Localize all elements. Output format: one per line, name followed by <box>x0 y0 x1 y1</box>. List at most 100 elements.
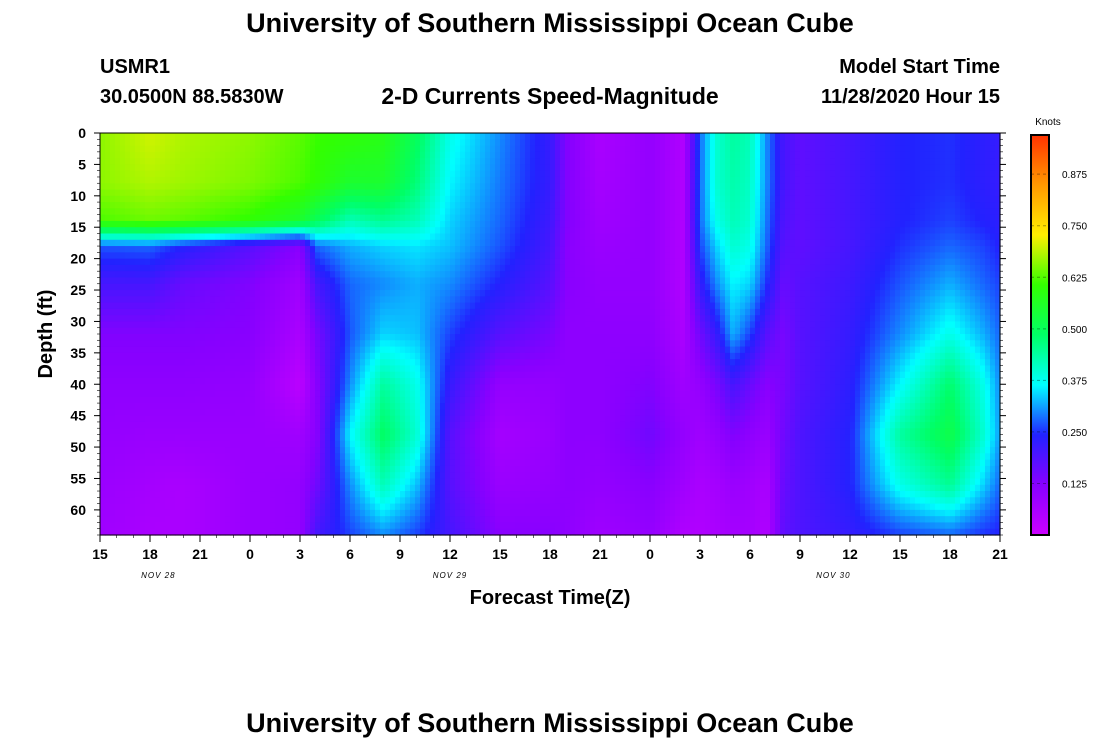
heatmap-cell <box>375 227 381 235</box>
heatmap-cell <box>485 440 491 448</box>
heatmap-cell <box>140 509 146 517</box>
heatmap-cell <box>200 447 206 454</box>
heatmap-cell <box>460 365 466 373</box>
heatmap-cell <box>160 503 166 511</box>
heatmap-cell <box>400 246 406 253</box>
heatmap-cell <box>400 202 406 209</box>
heatmap-cell <box>385 202 391 209</box>
heatmap-cell <box>215 503 221 511</box>
heatmap-cell <box>105 371 111 379</box>
heatmap-cell <box>430 503 436 511</box>
heatmap-cell <box>480 195 486 203</box>
heatmap-cell <box>485 277 491 285</box>
heatmap-cell <box>205 359 211 367</box>
heatmap-cell <box>330 478 336 486</box>
heatmap-cell <box>260 164 266 172</box>
heatmap-cell <box>150 214 156 222</box>
heatmap-cell <box>265 465 271 473</box>
heatmap-cell <box>195 421 201 429</box>
heatmap-cell <box>475 352 481 360</box>
heatmap-cell <box>310 459 316 467</box>
heatmap-cell <box>115 321 121 329</box>
heatmap-cell <box>425 214 431 222</box>
heatmap-cell <box>150 403 156 410</box>
heatmap-cell <box>270 459 276 467</box>
heatmap-cell <box>460 208 466 216</box>
heatmap-cell <box>170 277 176 285</box>
heatmap-cell <box>230 151 236 159</box>
heatmap-cell <box>340 365 346 373</box>
heatmap-cell <box>220 189 226 197</box>
heatmap-cell <box>480 183 486 191</box>
heatmap-cell <box>195 252 201 260</box>
heatmap-cell <box>170 176 176 184</box>
heatmap-cell <box>195 233 201 241</box>
heatmap-cell <box>390 151 396 159</box>
heatmap-cell <box>215 283 221 291</box>
heatmap-cell <box>230 440 236 448</box>
heatmap-cell <box>225 315 231 323</box>
heatmap-cell <box>125 371 131 379</box>
heatmap-cell <box>150 491 156 498</box>
heatmap-cell <box>200 321 206 329</box>
heatmap-cell <box>275 239 281 247</box>
heatmap-cell <box>300 202 306 209</box>
heatmap-cell <box>150 434 156 442</box>
heatmap-cell <box>140 346 146 354</box>
heatmap-cell <box>180 214 186 222</box>
heatmap-cell <box>360 428 366 436</box>
heatmap-cell <box>440 365 446 373</box>
heatmap-cell <box>480 503 486 511</box>
heatmap-cell <box>380 252 386 260</box>
heatmap-cell <box>120 352 126 360</box>
heatmap-cell <box>455 283 461 291</box>
heatmap-cell <box>465 327 471 335</box>
heatmap-cell <box>270 352 276 360</box>
heatmap-cell <box>465 264 471 272</box>
heatmap-cell <box>475 189 481 197</box>
heatmap-cell <box>305 428 311 436</box>
heatmap-cell <box>175 459 181 467</box>
heatmap-cell <box>250 421 256 429</box>
heatmap-cell <box>225 440 231 448</box>
heatmap-cell <box>180 315 186 323</box>
heatmap-cell <box>460 484 466 492</box>
heatmap-cell <box>150 164 156 172</box>
heatmap-cell <box>265 315 271 323</box>
heatmap-cell <box>215 145 221 153</box>
heatmap-cell <box>370 396 376 404</box>
heatmap-cell <box>105 233 111 241</box>
heatmap-cell <box>280 365 286 373</box>
heatmap-cell <box>365 352 371 360</box>
heatmap-cell <box>390 503 396 511</box>
heatmap-cell <box>435 415 441 423</box>
heatmap-cell <box>240 277 246 285</box>
heatmap-cell <box>120 139 126 147</box>
heatmap-cell <box>250 359 256 367</box>
heatmap-cell <box>460 522 466 530</box>
heatmap-cell <box>160 459 166 467</box>
heatmap-cell <box>330 415 336 423</box>
heatmap-cell <box>385 271 391 279</box>
heatmap-cell <box>395 484 401 492</box>
heatmap-cell <box>290 346 296 354</box>
heatmap-cell <box>215 239 221 247</box>
heatmap-cell <box>265 258 271 266</box>
heatmap-cell <box>235 327 241 335</box>
heatmap-cell <box>150 340 156 348</box>
heatmap-cell <box>105 478 111 486</box>
heatmap-cell <box>410 396 416 404</box>
heatmap-cell <box>250 283 256 291</box>
heatmap-cell <box>215 158 221 166</box>
heatmap-cell <box>215 377 221 385</box>
heatmap-cell <box>210 334 216 341</box>
heatmap-cell <box>280 321 286 329</box>
heatmap-cell <box>245 290 251 297</box>
heatmap-cell <box>225 258 231 266</box>
heatmap-cell <box>145 465 151 473</box>
heatmap-cell <box>310 491 316 498</box>
heatmap-cell <box>400 497 406 505</box>
heatmap-cell <box>165 208 171 216</box>
heatmap-cell <box>445 158 451 166</box>
heatmap-cell <box>380 484 386 492</box>
